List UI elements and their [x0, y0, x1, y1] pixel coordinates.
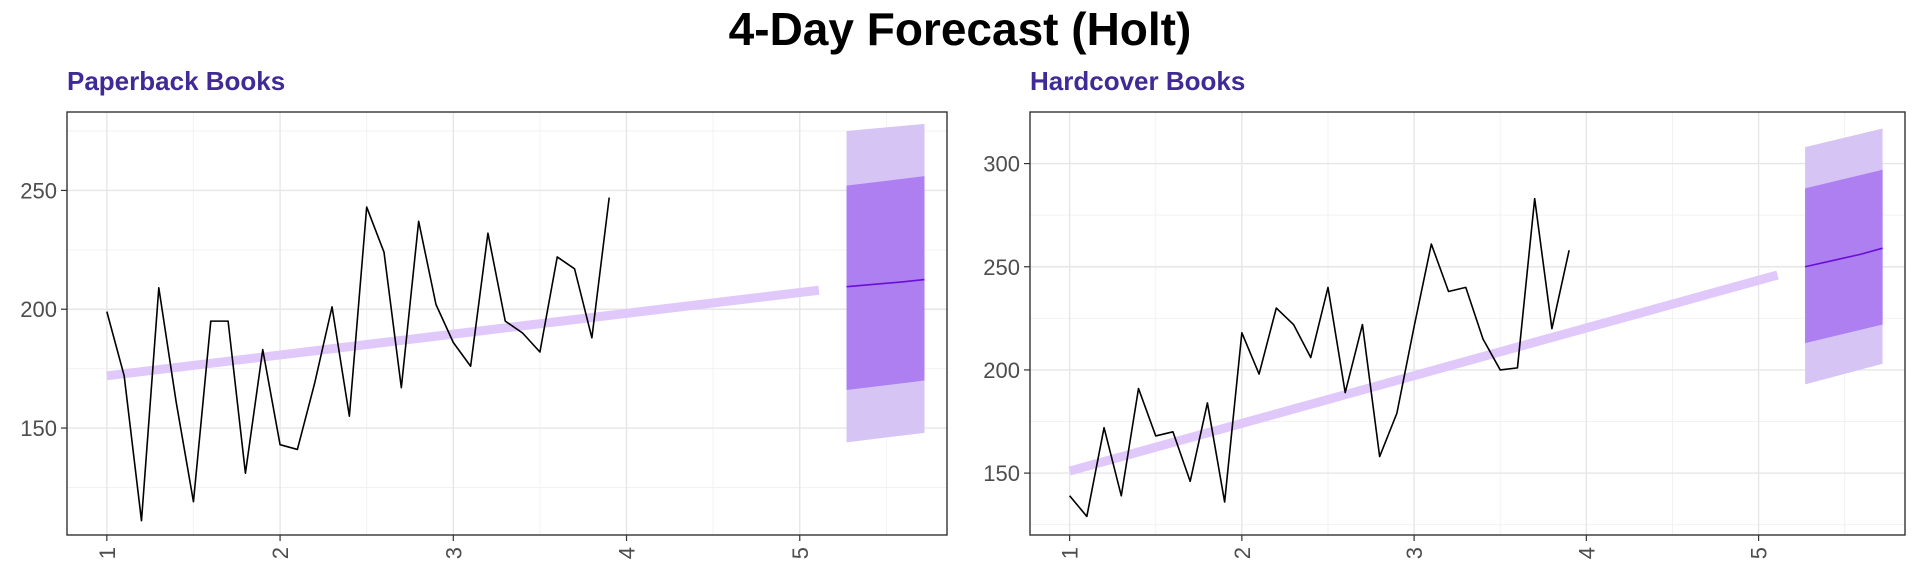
y-tick-label: 250 [20, 178, 57, 203]
fitted-line [106, 285, 820, 381]
y-tick-label: 150 [983, 461, 1020, 486]
x-tick-label: 3 [1402, 547, 1427, 559]
panel-title: Hardcover Books [1030, 66, 1245, 96]
x-tick-label: 5 [1747, 547, 1772, 559]
y-tick-label: 150 [20, 416, 57, 441]
forecast-mean-line [846, 278, 925, 288]
observed-series-line [106, 197, 610, 522]
x-tick-label: 2 [268, 547, 293, 559]
observed-series-line [1069, 197, 1570, 518]
panel-paperback-books: Paperback Books 150 200 250 1 2 3 4 5 [20, 66, 948, 559]
panel-border [1029, 111, 1906, 536]
plot-background [1030, 112, 1905, 535]
y-tick-label: 250 [983, 255, 1020, 280]
x-tick-label: 2 [1230, 547, 1255, 559]
panel-title: Paperback Books [67, 66, 285, 96]
x-tick-label: 4 [615, 547, 640, 559]
y-tick-label: 200 [20, 297, 57, 322]
y-tick-label: 200 [983, 358, 1020, 383]
x-tick-label: 1 [1058, 547, 1083, 559]
chart-title: 4-Day Forecast (Holt) [728, 3, 1192, 55]
forecast-interval-80 [1805, 169, 1883, 344]
panel-hardcover-books: Hardcover Books 150 200 250 300 1 2 3 4 5 [983, 66, 1906, 559]
x-tick-label: 1 [95, 547, 120, 559]
y-tick-label: 300 [983, 152, 1020, 177]
fitted-line [1068, 270, 1779, 476]
x-tick-label: 3 [441, 547, 466, 559]
x-tick-label: 5 [788, 547, 813, 559]
forecast-mean-line [1804, 247, 1883, 268]
x-tick-label: 4 [1574, 547, 1599, 559]
panel-border [66, 111, 948, 536]
